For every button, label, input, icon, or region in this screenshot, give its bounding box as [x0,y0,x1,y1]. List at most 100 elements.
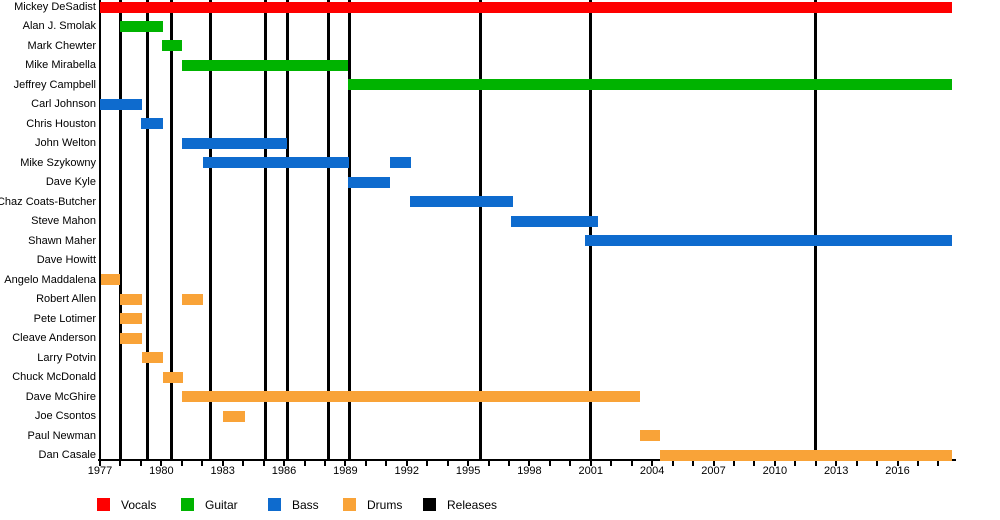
timeline-plot-area: Mickey DeSadist Alan J. Smolak Mark Chewte… [0,0,956,477]
axis-year-label: 1998 [517,465,542,477]
release-line [814,0,818,459]
axis-year-label: 1983 [210,465,235,477]
timeline-bar-guitar [120,20,164,32]
member-label: John Welton [35,137,96,150]
member-label: Chris Houston [26,117,96,130]
axis-tick [180,461,183,466]
release-line [264,0,268,459]
axis-tick [487,461,490,466]
axis-tick [303,461,306,466]
axis-tick [630,461,633,466]
axis-tick [896,461,899,466]
axis-tick [508,461,510,466]
timeline-bar-drums [639,430,661,442]
axis-tick [569,461,572,466]
axis-tick [732,461,735,466]
axis-year-label: 2013 [823,465,849,477]
axis-tick [160,461,163,466]
axis-tick [446,461,449,466]
axis-tick [548,461,551,466]
axis-year-label: 2016 [885,465,910,477]
axis-tick [99,461,101,466]
timeline-bar-drums [163,371,183,383]
member-label: Dave Howitt [36,254,96,267]
axis-tick [426,461,429,466]
timeline-bar-bass [181,137,288,149]
timeline-bar-guitar [181,59,349,71]
timeline-bar-bass [390,157,411,169]
axis-year-label: 2010 [762,465,788,477]
timeline-bar-vocals [100,1,952,13]
axis-tick [262,461,265,466]
timeline-bar-drums [120,313,142,325]
member-label: Mark Chewter [27,39,96,52]
member-label: Mickey DeSadist [14,1,96,13]
axis-tick [651,461,654,466]
member-label: Chaz Coats-Butcher [0,195,96,208]
axis-tick [937,461,940,466]
legend-label-vocals: Vocals [121,498,157,512]
axis-tick [467,461,470,466]
axis-tick [692,461,695,466]
release-line [589,0,593,459]
legend-label-bass: Bass [292,498,319,512]
member-label: Dave McGhire [25,390,96,403]
timeline-bar-bass [409,196,514,208]
member-label: Robert Allen [36,293,96,306]
legend-swatch-guitar [181,498,194,511]
legend-label-guitar: Guitar [205,498,238,512]
timeline-bar-bass [203,157,350,169]
timeline-bar-bass [511,215,598,227]
release-line [285,0,289,459]
release-line [145,0,149,459]
axis-tick [242,461,245,466]
axis-tick [283,461,286,466]
timeline-bar-bass [100,98,142,110]
axis-tick [405,461,408,466]
legend-swatch-drums [343,498,356,511]
member-label: Shawn Maher [28,234,96,247]
timeline-bar-drums [181,391,640,403]
release-line [170,0,174,459]
release-line [347,0,351,459]
timeline-bar-guitar [348,79,952,91]
axis-year-label: 1980 [149,465,174,477]
axis-tick [344,461,347,466]
legend-label-releases: Releases [447,498,498,512]
axis-tick [119,461,122,466]
member-label: Angelo Maddalena [4,273,96,286]
member-label: Carl Johnson [31,98,96,111]
axis-tick [385,461,388,466]
timeline-bar-drums [222,410,246,422]
member-label: Alan J. Smolak [22,20,96,33]
axis-tick [773,461,776,466]
axis-year-label: 1989 [333,465,358,477]
timeline-bar-drums [101,274,121,286]
axis-year-label: 1992 [394,465,419,477]
member-label: Steve Mahon [31,215,96,228]
axis-year-label: 2004 [639,465,665,477]
legend: Vocals Guitar Bass Drums Releases [0,498,1000,516]
axis-tick [139,461,142,466]
release-line [118,0,122,459]
legend-label-drums: Drums [367,498,403,512]
axis-tick [364,461,367,466]
axis-tick [528,461,531,466]
axis-tick [589,461,592,466]
timeline-bar-drums [141,352,164,364]
axis-year-label: 1995 [455,465,481,477]
axis-tick [835,461,838,466]
release-line [208,0,212,459]
axis-tick [671,461,674,466]
timeline-bar-bass [348,176,391,188]
timeline-bar-drums [120,332,142,344]
member-label: Paul Newman [27,429,96,442]
legend-swatch-vocals [97,498,110,511]
member-label: Larry Potvin [37,351,96,364]
timeline-bar-drums [181,293,204,305]
member-label: Joe Csontos [34,410,96,423]
axis-tick [814,461,817,466]
member-label: Cleave Anderson [12,332,96,345]
timeline-bar-bass [584,235,952,247]
axis-year-label: 1977 [87,465,113,477]
